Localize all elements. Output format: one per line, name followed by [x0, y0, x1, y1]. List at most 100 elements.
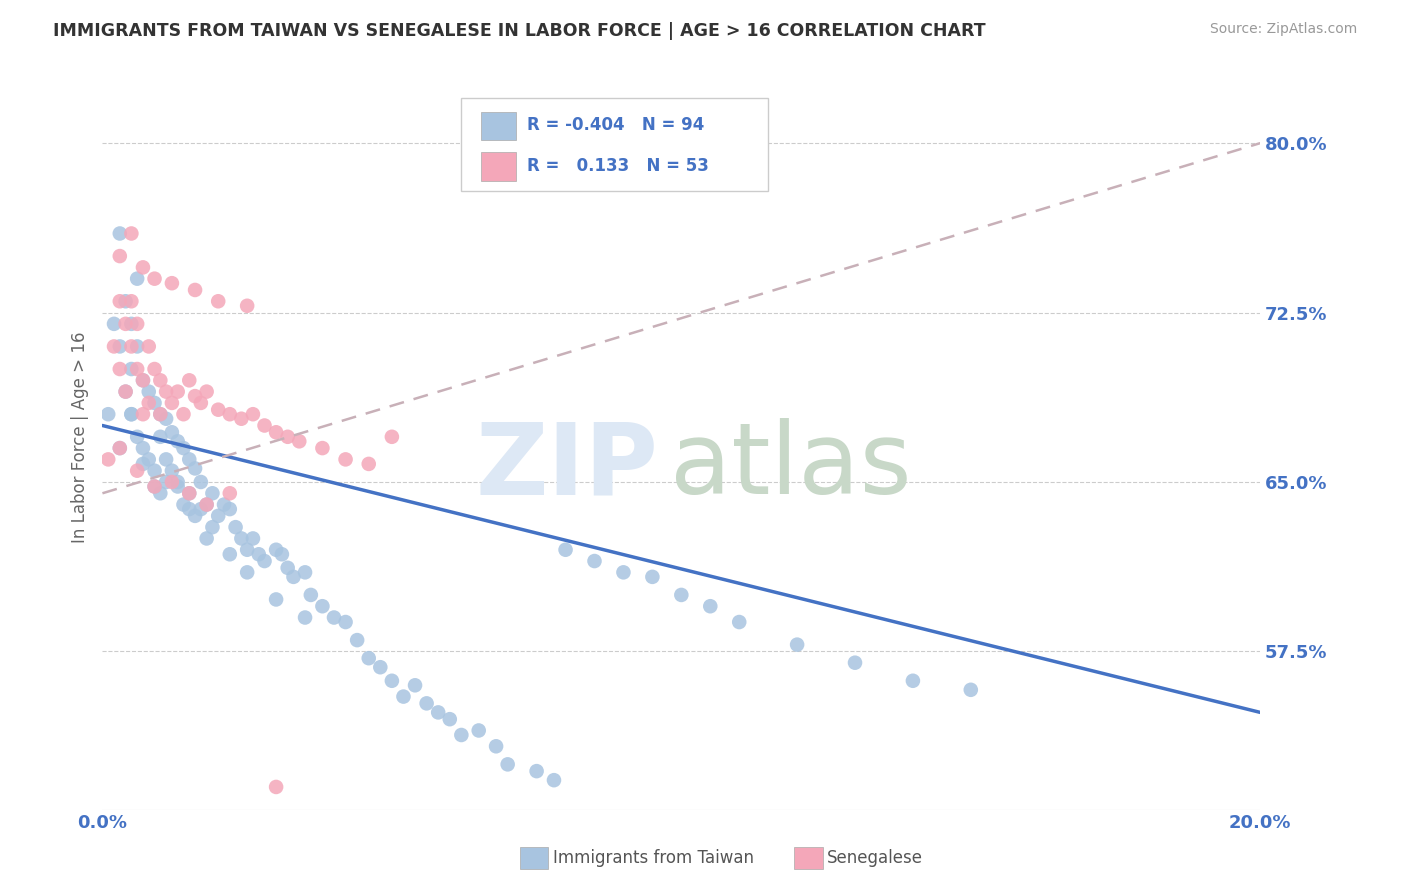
Point — [612, 566, 634, 580]
Point — [143, 362, 166, 376]
Text: Senegalese: Senegalese — [827, 849, 922, 867]
Point — [179, 486, 201, 500]
Point — [120, 317, 142, 331]
Point — [844, 656, 866, 670]
Point — [427, 706, 450, 720]
Point — [108, 227, 131, 241]
Point — [179, 502, 201, 516]
Point — [120, 294, 142, 309]
Point — [236, 299, 259, 313]
Point — [195, 532, 218, 546]
Point — [225, 520, 247, 534]
Point — [160, 475, 183, 489]
Point — [114, 384, 136, 399]
FancyBboxPatch shape — [461, 97, 768, 191]
Point — [439, 712, 461, 726]
Point — [184, 508, 207, 523]
Point — [155, 452, 177, 467]
Point — [381, 673, 404, 688]
Point — [108, 339, 131, 353]
Point — [127, 271, 149, 285]
Point — [97, 452, 120, 467]
Point — [172, 407, 194, 421]
Point — [132, 457, 155, 471]
Point — [127, 362, 149, 376]
Point — [404, 678, 426, 692]
Point — [236, 566, 259, 580]
Point — [120, 407, 142, 421]
Point — [195, 498, 218, 512]
Point — [120, 339, 142, 353]
Point — [132, 373, 155, 387]
Point — [323, 610, 346, 624]
Point — [207, 402, 229, 417]
Point — [641, 570, 664, 584]
Point — [190, 502, 212, 516]
Point — [184, 283, 207, 297]
Point — [108, 362, 131, 376]
Point — [114, 317, 136, 331]
Point — [166, 475, 188, 489]
Point — [166, 434, 188, 449]
Text: Source: ZipAtlas.com: Source: ZipAtlas.com — [1209, 22, 1357, 37]
Point — [247, 547, 270, 561]
Text: atlas: atlas — [669, 418, 911, 515]
Point — [103, 317, 125, 331]
Point — [143, 271, 166, 285]
Text: R = -0.404   N = 94: R = -0.404 N = 94 — [527, 116, 704, 135]
Point — [346, 633, 368, 648]
Point — [143, 479, 166, 493]
Point — [114, 294, 136, 309]
Point — [143, 464, 166, 478]
Point — [467, 723, 489, 738]
Point — [450, 728, 472, 742]
Point — [201, 486, 224, 500]
Point — [190, 396, 212, 410]
Point — [138, 339, 160, 353]
Point — [583, 554, 606, 568]
Point — [218, 547, 240, 561]
Point — [236, 542, 259, 557]
Point — [160, 425, 183, 440]
Point — [195, 384, 218, 399]
Point — [253, 418, 276, 433]
Point — [160, 396, 183, 410]
Text: ZIP: ZIP — [475, 418, 658, 515]
Point — [283, 570, 305, 584]
Point — [277, 561, 299, 575]
Point — [381, 430, 404, 444]
Point — [166, 479, 188, 493]
Point — [335, 615, 357, 629]
Point — [554, 542, 576, 557]
Point — [294, 610, 316, 624]
Point — [526, 764, 548, 779]
Point — [368, 660, 391, 674]
Point — [138, 452, 160, 467]
Point — [97, 407, 120, 421]
Point — [415, 697, 437, 711]
Point — [218, 502, 240, 516]
Point — [231, 532, 253, 546]
Point — [166, 384, 188, 399]
Point — [138, 384, 160, 399]
Point — [179, 373, 201, 387]
Point — [127, 464, 149, 478]
Point — [120, 362, 142, 376]
Point — [728, 615, 751, 629]
Point — [335, 452, 357, 467]
Point — [207, 508, 229, 523]
Point — [201, 520, 224, 534]
Point — [149, 407, 172, 421]
Point — [270, 547, 292, 561]
Point — [357, 651, 380, 665]
Point — [231, 411, 253, 425]
Text: Immigrants from Taiwan: Immigrants from Taiwan — [553, 849, 754, 867]
Point — [132, 260, 155, 275]
Bar — [481, 112, 516, 140]
Point — [138, 396, 160, 410]
Point — [149, 430, 172, 444]
Point — [485, 739, 508, 754]
Point — [901, 673, 924, 688]
Point — [242, 407, 264, 421]
Point — [179, 452, 201, 467]
